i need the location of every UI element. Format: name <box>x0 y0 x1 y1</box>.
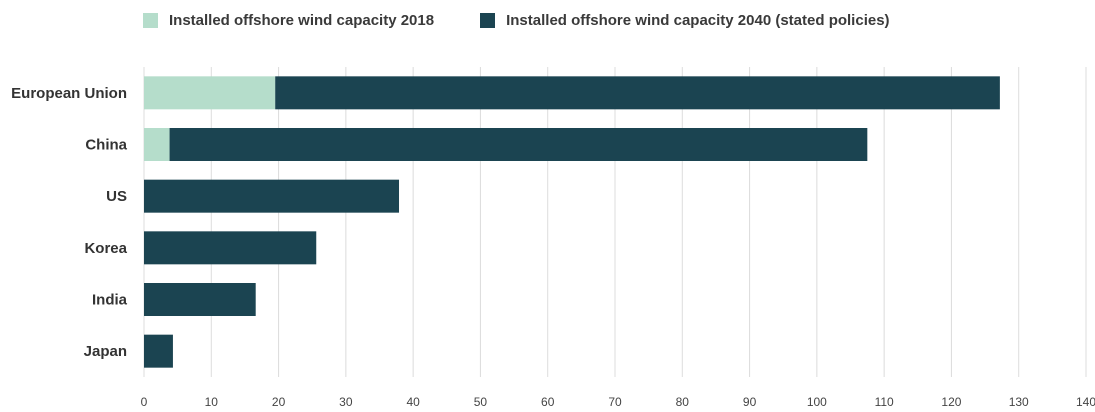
bar-2040 <box>144 283 256 316</box>
bar-2018 <box>144 76 276 110</box>
category-label: China <box>85 137 127 154</box>
x-tick-label: 140 <box>1076 395 1095 409</box>
bar-2040 <box>144 334 173 368</box>
x-tick-label: 50 <box>474 395 488 409</box>
legend-swatch-2040 <box>480 13 496 28</box>
x-tick-label: 110 <box>875 395 894 409</box>
legend-label-2040: Installed offshore wind capacity 2040 (s… <box>506 12 890 29</box>
x-tick-label: 100 <box>807 395 827 409</box>
x-tick-label: 10 <box>205 395 219 409</box>
x-tick-label: 120 <box>941 395 961 409</box>
x-tick-label: 70 <box>608 395 622 409</box>
legend: Installed offshore wind capacity 2018 In… <box>143 12 936 29</box>
category-label: Korea <box>84 240 127 257</box>
x-tick-label: 40 <box>406 395 420 409</box>
x-tick-label: 30 <box>339 395 353 409</box>
category-label: Japan <box>84 343 127 360</box>
gridlines <box>143 67 1087 377</box>
category-label: European Union <box>11 85 127 102</box>
x-tick-label: 20 <box>272 395 286 409</box>
x-tick-label: 130 <box>1009 395 1029 409</box>
bar-2040 <box>144 179 400 213</box>
x-tick-label: 80 <box>676 395 690 409</box>
x-tick-label: 0 <box>141 395 148 409</box>
x-tick-labels: 0 10 20 30 40 50 60 70 80 90 100 110 120 130 140 <box>141 395 1095 409</box>
bars <box>144 76 1000 368</box>
bar-2040 <box>169 128 868 161</box>
x-tick-label: 90 <box>743 395 757 409</box>
bar-2018 <box>144 128 170 161</box>
legend-label-2018: Installed offshore wind capacity 2018 <box>169 12 435 29</box>
category-labels: European Union China US Korea India Japan <box>11 85 127 360</box>
bar-2040 <box>144 231 317 265</box>
x-tick-label: 60 <box>541 395 555 409</box>
bar-2040 <box>275 76 1000 110</box>
legend-swatch-2018 <box>143 13 158 28</box>
category-label: India <box>92 292 128 309</box>
legend-item-2040: Installed offshore wind capacity 2040 (s… <box>480 12 890 29</box>
category-label: US <box>106 188 127 205</box>
legend-item-2018: Installed offshore wind capacity 2018 <box>143 12 434 29</box>
